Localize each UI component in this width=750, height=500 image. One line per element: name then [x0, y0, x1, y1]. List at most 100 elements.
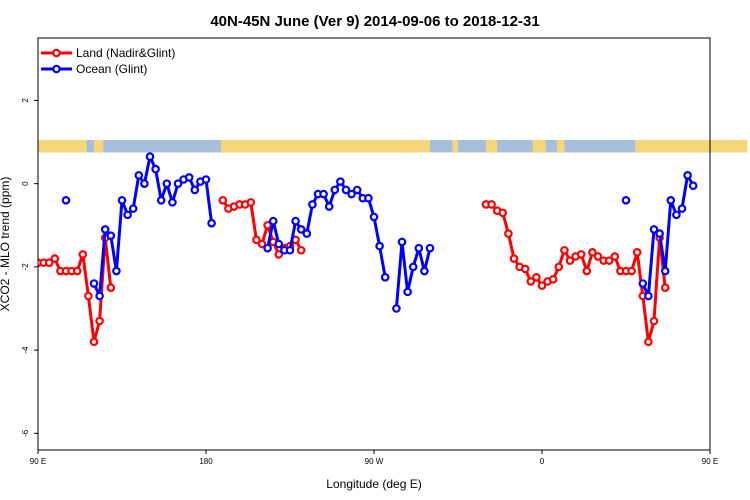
data-point — [201, 175, 211, 184]
data-point — [504, 229, 513, 238]
data-point — [296, 245, 306, 255]
legend-item: Land (Nadir&Glint) — [41, 46, 175, 60]
y-tick-label: -4 — [21, 346, 30, 354]
data-point — [392, 304, 401, 313]
legend: Land (Nadir&Glint) Ocean (Glint) — [41, 46, 175, 76]
surface-type-band — [38, 139, 748, 153]
data-point — [162, 179, 172, 188]
data-point — [655, 229, 664, 238]
y-tick-label: -6 — [21, 429, 30, 437]
data-point — [588, 248, 597, 257]
data-point — [554, 262, 564, 272]
data-point — [112, 266, 121, 276]
data-point — [532, 272, 541, 282]
data-point — [537, 281, 547, 290]
series-ocean — [61, 152, 698, 313]
x-tick-label: 180 — [199, 457, 213, 466]
data-point — [246, 198, 256, 207]
data-point — [117, 196, 127, 205]
data-point — [324, 202, 334, 211]
data-point — [660, 283, 670, 292]
data-point — [100, 225, 110, 234]
data-point — [263, 220, 272, 230]
data-point — [341, 185, 351, 195]
legend-item: Ocean (Glint) — [41, 62, 147, 76]
series-line — [641, 173, 695, 298]
y-axis: 2 0 -2 -4 -6 — [21, 98, 38, 437]
land-band-segment — [38, 139, 87, 153]
data-point — [683, 171, 692, 180]
series-land — [38, 196, 670, 347]
data-point — [263, 243, 272, 253]
data-point — [364, 193, 373, 203]
data-point — [672, 210, 681, 220]
data-point — [184, 173, 194, 182]
data-point — [582, 266, 592, 276]
x-tick-label: 90 W — [365, 457, 384, 466]
data-point — [89, 337, 99, 347]
data-point — [84, 291, 93, 301]
land-band-segment — [486, 139, 498, 153]
series-layer — [38, 152, 698, 347]
data-point — [285, 245, 295, 255]
data-point — [425, 243, 435, 253]
data-point — [173, 179, 183, 188]
data-point — [134, 171, 144, 180]
land-band-segment — [635, 139, 748, 153]
data-point — [644, 337, 653, 347]
data-point — [274, 239, 284, 249]
data-point — [336, 177, 345, 186]
data-point — [677, 204, 687, 213]
data-point — [621, 196, 631, 205]
data-point — [369, 212, 379, 222]
series-line — [92, 155, 214, 298]
data-point — [145, 152, 155, 161]
y-tick-label: -2 — [21, 263, 30, 271]
data-point — [632, 248, 642, 257]
data-point — [526, 277, 536, 286]
data-point — [44, 258, 54, 268]
data-point — [78, 250, 88, 259]
land-band-segment — [452, 139, 458, 153]
data-point — [593, 252, 603, 261]
data-point — [610, 252, 620, 261]
data-point — [487, 200, 496, 209]
data-point — [151, 164, 160, 174]
data-point — [190, 185, 200, 195]
data-point — [95, 316, 104, 326]
data-point — [123, 210, 132, 220]
data-point — [644, 291, 653, 301]
legend-marker — [52, 64, 61, 74]
x-tick-label: 0 — [540, 457, 545, 466]
legend-label: Ocean (Glint) — [76, 62, 147, 76]
data-point — [397, 237, 407, 247]
data-point — [319, 189, 328, 199]
data-point — [548, 275, 558, 284]
data-point — [168, 198, 177, 207]
data-point — [649, 225, 659, 234]
data-point — [403, 287, 412, 297]
data-point — [207, 218, 216, 228]
data-point — [156, 196, 166, 205]
x-axis-label: Longitude (deg E) — [326, 477, 421, 491]
data-point — [638, 279, 648, 288]
data-point — [50, 254, 60, 263]
data-point — [627, 266, 636, 276]
data-point — [498, 208, 508, 218]
data-point — [509, 254, 519, 263]
data-point — [268, 216, 278, 226]
data-point — [649, 316, 659, 326]
legend-marker — [52, 48, 61, 58]
land-band-segment — [94, 139, 104, 153]
y-tick-label: 2 — [21, 98, 30, 103]
data-point — [89, 279, 99, 288]
data-point — [274, 250, 284, 259]
legend-label: Land (Nadir&Glint) — [76, 46, 175, 60]
data-point — [252, 235, 261, 245]
data-point — [688, 181, 698, 191]
data-point — [106, 231, 116, 240]
data-point — [308, 200, 317, 209]
y-tick-label: 0 — [21, 181, 30, 186]
x-tick-label: 90 E — [30, 457, 46, 466]
